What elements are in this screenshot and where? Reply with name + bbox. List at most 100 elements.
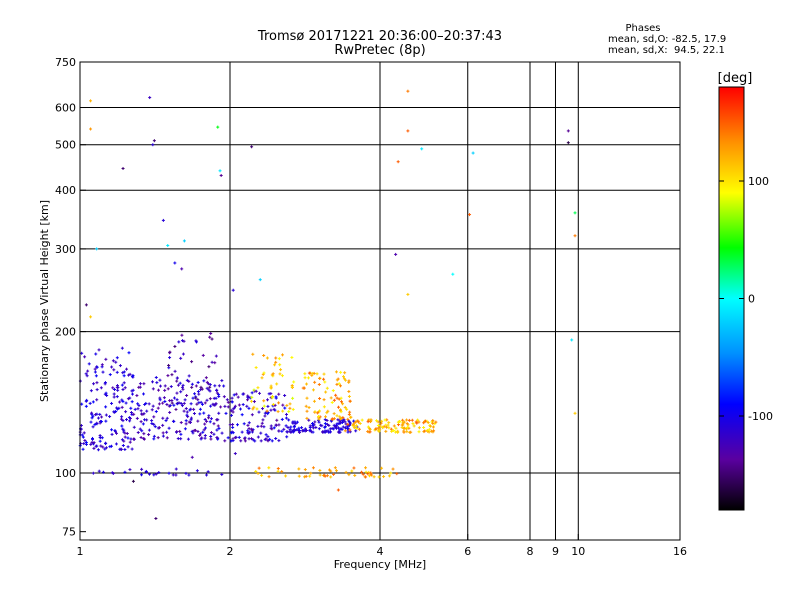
data-point: [566, 141, 570, 145]
data-point: [309, 471, 313, 475]
data-point: [110, 428, 114, 432]
data-point: [241, 403, 245, 407]
data-point: [142, 412, 146, 416]
data-point: [366, 472, 370, 476]
data-point: [139, 420, 143, 424]
data-point: [343, 429, 347, 433]
data-point: [409, 430, 413, 434]
data-point: [223, 439, 227, 443]
data-point: [175, 379, 179, 383]
data-point: [203, 436, 207, 440]
data-point: [191, 396, 195, 400]
data-point: [110, 432, 114, 436]
data-point: [230, 400, 234, 404]
colorbar-tick-label: -100: [748, 410, 773, 423]
data-point: [142, 432, 146, 436]
data-point: [141, 422, 145, 426]
data-point: [213, 403, 217, 407]
data-point: [80, 351, 84, 355]
data-point: [91, 437, 95, 441]
data-point: [328, 430, 332, 434]
data-point: [361, 472, 365, 476]
data-point: [250, 145, 254, 149]
data-point: [233, 404, 237, 408]
data-point: [168, 410, 172, 414]
data-point: [101, 470, 105, 474]
data-point: [175, 376, 179, 380]
data-point: [402, 429, 406, 433]
stats-header: Phases: [625, 23, 660, 34]
data-point: [155, 381, 159, 385]
x-tick-label: 1: [77, 545, 84, 558]
data-point: [312, 399, 316, 403]
axis-ticks: [79, 61, 681, 540]
data-point: [224, 411, 228, 415]
data-point: [434, 420, 438, 424]
data-point: [254, 469, 258, 473]
data-point: [184, 471, 188, 475]
data-point: [207, 365, 211, 369]
data-point: [250, 391, 254, 395]
data-point: [200, 402, 204, 406]
data-point: [195, 469, 199, 473]
data-point: [256, 471, 260, 475]
stats-line-x: mean, sd,X: 94.5, 22.1: [608, 45, 725, 56]
data-point: [352, 426, 356, 430]
data-point: [280, 374, 284, 378]
data-point: [417, 426, 421, 430]
data-point: [150, 419, 154, 423]
data-point: [289, 425, 293, 429]
data-point: [422, 421, 426, 425]
data-point: [273, 363, 277, 367]
data-point: [96, 416, 100, 420]
data-point: [108, 373, 112, 377]
data-point: [152, 473, 156, 477]
data-point: [187, 374, 191, 378]
data-point: [95, 421, 99, 425]
data-point: [313, 420, 317, 424]
data-point: [198, 433, 202, 437]
data-point: [90, 411, 94, 415]
data-point: [231, 410, 235, 414]
data-point: [366, 430, 370, 434]
data-point: [121, 388, 125, 392]
data-point: [322, 377, 326, 381]
data-point: [175, 391, 179, 395]
data-point: [323, 380, 327, 384]
data-point: [235, 423, 239, 427]
data-point: [379, 421, 383, 425]
data-point: [166, 374, 170, 378]
data-point: [255, 407, 259, 411]
data-point: [132, 412, 136, 416]
data-point: [405, 422, 409, 426]
data-point: [185, 410, 189, 414]
data-point: [217, 426, 221, 430]
data-point: [93, 370, 97, 374]
data-point: [150, 422, 154, 426]
data-point: [338, 419, 342, 423]
data-point: [133, 407, 137, 411]
data-point: [257, 466, 261, 470]
data-point: [219, 405, 223, 409]
data-point: [232, 393, 236, 397]
data-point: [82, 442, 86, 446]
data-point: [123, 386, 127, 390]
data-point: [138, 382, 142, 386]
data-point: [163, 384, 167, 388]
data-point: [143, 418, 147, 422]
data-point: [337, 426, 341, 430]
data-point: [80, 402, 84, 406]
data-point: [284, 424, 288, 428]
data-point: [338, 384, 342, 388]
data-point: [405, 418, 409, 422]
data-point: [104, 441, 108, 445]
data-point: [181, 387, 185, 391]
x-tick-label: 10: [571, 545, 585, 558]
data-point: [84, 372, 88, 376]
data-point: [112, 410, 116, 414]
data-point: [254, 389, 258, 393]
data-point: [328, 468, 332, 472]
data-point: [229, 413, 233, 417]
data-point: [278, 363, 282, 367]
data-point: [307, 406, 311, 410]
